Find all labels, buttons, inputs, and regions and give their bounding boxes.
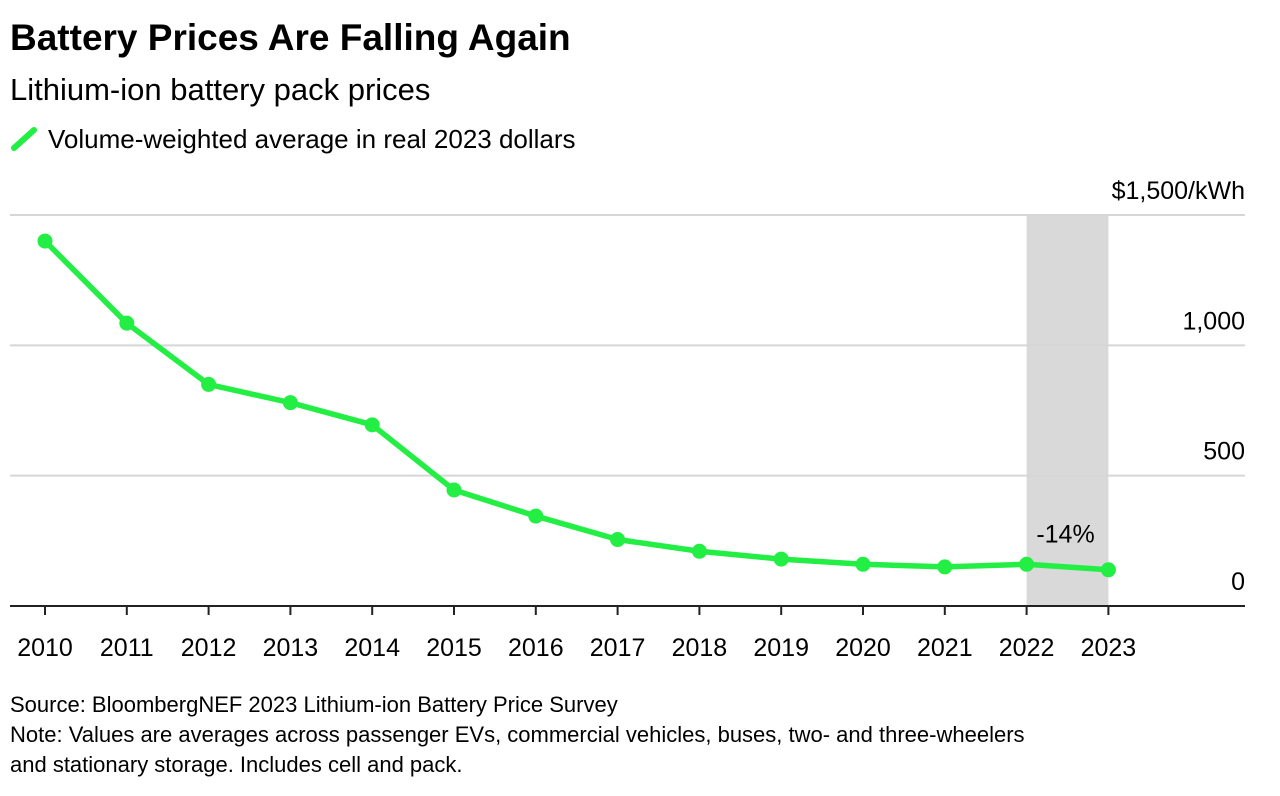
- data-point: [37, 233, 53, 249]
- note-text-line-1: Note: Values are averages across passeng…: [10, 722, 1025, 747]
- data-point: [119, 315, 135, 331]
- x-tick-label: 2018: [672, 634, 728, 662]
- x-tick-label: 2020: [835, 634, 891, 662]
- legend-label: Volume-weighted average in real 2023 dol…: [48, 123, 576, 154]
- data-point: [937, 559, 953, 575]
- data-point: [446, 482, 462, 498]
- x-tick-label: 2014: [344, 634, 400, 662]
- highlight-band: [1026, 215, 1109, 606]
- data-point: [1100, 562, 1116, 578]
- data-point: [364, 417, 380, 433]
- y-tick-label: 0: [1231, 568, 1245, 596]
- chart-footer: Source: BloombergNEF 2023 Lithium-ion Ba…: [10, 690, 1260, 780]
- x-tick-label: 2019: [753, 634, 809, 662]
- data-point: [773, 551, 789, 567]
- x-tick-label: 2022: [999, 634, 1055, 662]
- x-tick-label: 2021: [917, 634, 973, 662]
- x-tick-label: 2011: [100, 634, 154, 662]
- series-line: [42, 238, 1112, 573]
- chart-subtitle: Lithium-ion battery pack prices: [10, 72, 431, 107]
- data-point: [201, 376, 217, 392]
- x-tick-label: 2012: [181, 634, 237, 662]
- x-tick-label: 2023: [1081, 634, 1137, 662]
- x-tick-label: 2010: [17, 634, 73, 662]
- green-line-swatch-icon: [11, 127, 37, 151]
- x-tick-label: 2015: [426, 634, 482, 662]
- data-point: [528, 508, 544, 524]
- data-point: [1019, 556, 1035, 572]
- source-text: Source: BloombergNEF 2023 Lithium-ion Ba…: [10, 692, 618, 717]
- data-point: [855, 556, 871, 572]
- note-text-line-2: and stationary storage. Includes cell an…: [10, 752, 463, 777]
- x-tick-label: 2017: [590, 634, 646, 662]
- change-annotation: -14%: [1036, 520, 1094, 548]
- data-point: [610, 532, 626, 548]
- y-tick-label: 500: [1203, 438, 1245, 466]
- data-point: [691, 543, 707, 559]
- line-chart: 0 500 1,000 $1,500/kWh 2010 2011 2012 2013 2014 2…: [10, 177, 1245, 662]
- data-point: [282, 395, 298, 411]
- x-tick-label: 2016: [508, 634, 564, 662]
- y-tick-label: $1,500/kWh: [1112, 177, 1245, 205]
- legend: Volume-weighted average in real 2023 dol…: [10, 120, 576, 158]
- chart-title: Battery Prices Are Falling Again: [10, 17, 571, 58]
- x-tick-label: 2013: [263, 634, 319, 662]
- y-tick-label: 1,000: [1182, 307, 1245, 335]
